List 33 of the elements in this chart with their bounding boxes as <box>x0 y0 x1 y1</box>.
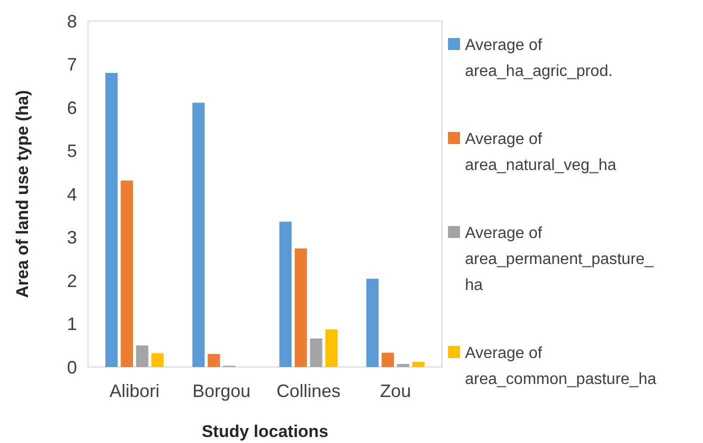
bar <box>279 222 292 367</box>
y-tick-label: 8 <box>66 11 78 32</box>
x-tick-label: Alibori <box>110 381 160 401</box>
bar <box>397 364 410 367</box>
legend-label: Average of area_ha_agric_prod. <box>465 37 613 80</box>
y-axis-title: Area of land use type (ha) <box>13 90 32 298</box>
y-tick-label: 2 <box>66 270 78 291</box>
y-tick-label: 6 <box>66 98 78 118</box>
x-tick-label: Borgou <box>192 381 251 401</box>
bar <box>192 102 205 367</box>
y-tick-label: 5 <box>66 141 78 162</box>
y-tick-label: 3 <box>66 228 78 248</box>
bar <box>151 353 164 367</box>
bar <box>366 278 379 367</box>
x-tick-label: Collines <box>276 381 341 401</box>
bar <box>105 72 118 367</box>
bar <box>120 180 133 367</box>
y-tick-label: 7 <box>66 54 78 75</box>
bar <box>294 248 307 367</box>
bar <box>208 354 220 367</box>
y-tick-label: 4 <box>66 184 78 204</box>
bar <box>310 338 322 367</box>
bar <box>382 352 394 367</box>
x-tick-label: Zou <box>380 381 411 401</box>
legend-label: Average of area_natural_veg_ha <box>465 131 616 174</box>
x-axis-title: Study locations <box>202 422 328 441</box>
y-tick-label: 0 <box>66 357 78 378</box>
bar <box>325 329 338 367</box>
y-tick-label: 1 <box>66 314 78 334</box>
bar <box>136 345 148 367</box>
bar <box>412 362 425 367</box>
legend-label: Average of area_permanent_pasture_ha <box>465 225 655 294</box>
legend-label: Average of area_common_pasture_ha <box>465 345 656 388</box>
